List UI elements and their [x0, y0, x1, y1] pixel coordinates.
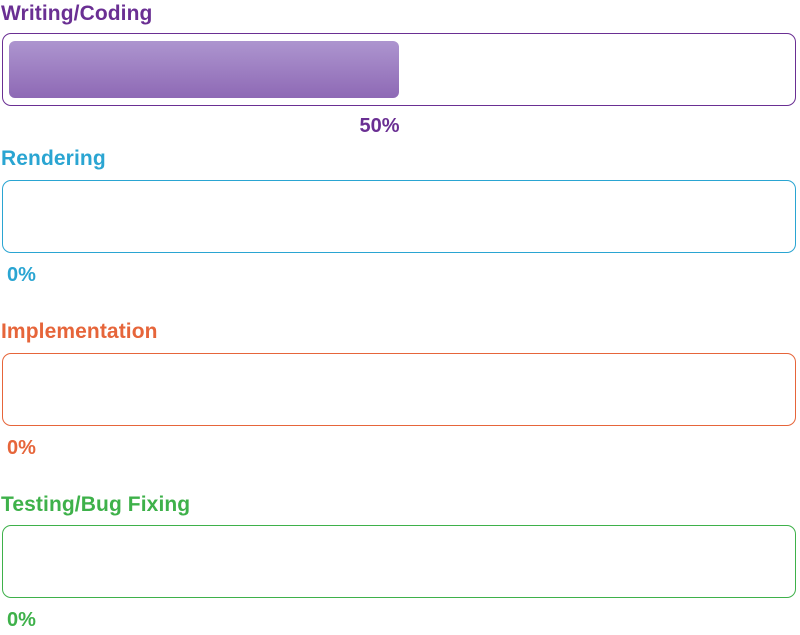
progress-title-rendering: Rendering: [1, 147, 106, 170]
progress-track-writing-coding: [2, 33, 796, 106]
progress-title-implementation: Implementation: [1, 320, 158, 343]
progress-percent-rendering: 0%: [7, 264, 36, 286]
progress-track-implementation: [2, 353, 796, 426]
progress-percent-implementation: 0%: [7, 437, 36, 459]
progress-percent-writing-coding: 50%: [359, 115, 400, 137]
progress-track-rendering: [2, 180, 796, 253]
progress-percent-testing-bug-fixing: 0%: [7, 609, 36, 631]
progress-fill-writing-coding: [9, 41, 399, 98]
progress-title-writing-coding: Writing/Coding: [1, 2, 153, 25]
progress-title-testing-bug-fixing: Testing/Bug Fixing: [1, 493, 191, 516]
progress-track-testing-bug-fixing: [2, 525, 796, 598]
